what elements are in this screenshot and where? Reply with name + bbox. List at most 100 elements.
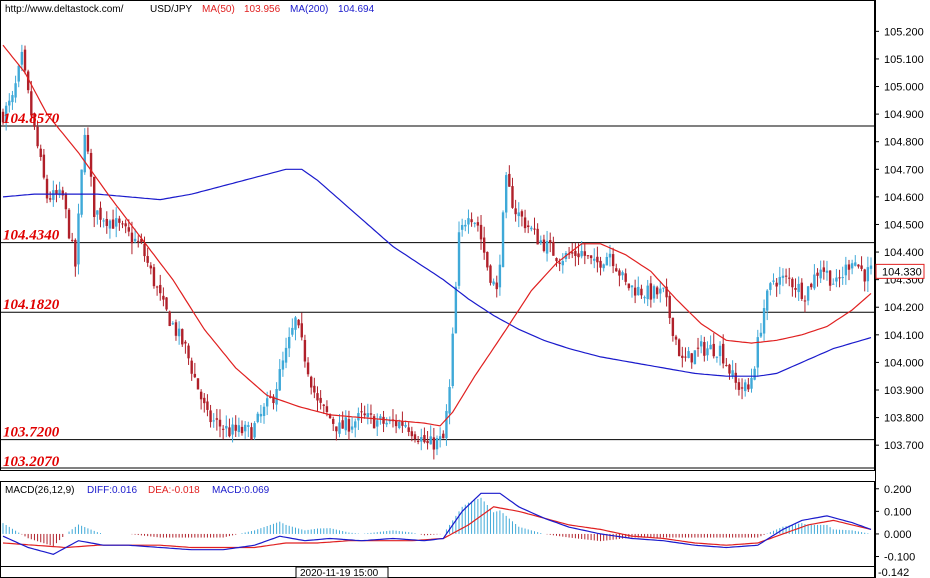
macd-title: MACD(26,12,9) <box>5 485 74 496</box>
candle-body <box>121 223 124 225</box>
candle-body <box>240 426 244 434</box>
candle-body <box>674 336 678 340</box>
candle-body <box>586 255 590 257</box>
candle-body <box>168 311 171 327</box>
candle-body <box>410 431 414 437</box>
current-price-label: 104.330 <box>882 266 922 278</box>
candle-body <box>457 232 461 286</box>
candle-body <box>511 186 514 208</box>
candle-body <box>30 91 33 116</box>
candle-body <box>281 360 285 370</box>
candle-body <box>486 251 489 268</box>
candle-body <box>806 286 810 301</box>
candle-body <box>58 189 61 196</box>
time-label-box <box>295 566 389 578</box>
candle-body <box>259 413 263 417</box>
candle-body <box>328 414 332 419</box>
candle-body <box>721 343 725 364</box>
candle-body <box>376 420 379 427</box>
candle-body <box>256 413 259 422</box>
candle-body <box>221 428 225 430</box>
candle-body <box>70 239 74 241</box>
candle-body <box>316 393 319 401</box>
candle-body <box>225 425 228 429</box>
candle-body <box>725 365 728 367</box>
candle-body <box>369 413 373 415</box>
candle-body <box>596 256 599 263</box>
candle-body <box>146 256 149 263</box>
candle-body <box>536 228 539 245</box>
candle-body <box>451 333 454 386</box>
price-axis-ticks: 105.200 105.100 105.000 104.900 104.800 104.7… <box>875 26 924 452</box>
candle-body <box>712 343 715 357</box>
candle-body <box>841 277 844 279</box>
candle-body <box>731 370 734 377</box>
candle-body <box>822 267 826 272</box>
candle-body <box>766 290 769 311</box>
candle-body <box>467 218 470 225</box>
current-price-tag <box>875 263 925 279</box>
candle-body <box>448 386 451 414</box>
price-tick-label: 105.200 <box>884 26 924 38</box>
candle-body <box>482 237 486 253</box>
candle-body <box>275 388 278 405</box>
candle-body <box>753 368 756 380</box>
candle-body <box>108 220 112 229</box>
candle-body <box>187 345 190 359</box>
candle-body <box>215 418 219 420</box>
candle-body <box>322 404 325 406</box>
candle-body <box>847 264 851 270</box>
candle-body <box>250 427 253 440</box>
candle-body <box>800 282 804 299</box>
candle-body <box>4 105 8 123</box>
candle-body <box>379 416 382 419</box>
candle-body <box>869 265 873 269</box>
candle-body <box>857 264 860 267</box>
candle-body <box>630 285 634 288</box>
candle-body <box>744 382 747 392</box>
level-label: 104.8570 <box>3 111 60 127</box>
candle-body <box>769 283 772 290</box>
macd-axis-ticks: 0.200 0.100 0.000 -0.100 <box>875 484 915 564</box>
candle-body <box>577 253 580 258</box>
candle-body <box>118 218 121 223</box>
url-label: http://www.deltastock.com/ <box>5 4 124 15</box>
candle-body <box>762 308 766 334</box>
candle-body <box>203 397 206 404</box>
candle-body <box>555 258 558 262</box>
candle-body <box>844 264 848 276</box>
candle-body <box>445 410 448 439</box>
price-tick-label: 104.100 <box>884 330 924 342</box>
candle-body <box>394 420 398 427</box>
candle-body <box>124 223 127 227</box>
candle-body <box>476 222 480 226</box>
price-tick-label: 104.400 <box>884 247 924 259</box>
candle-body <box>247 425 250 427</box>
candle-body <box>709 344 712 350</box>
candle-body <box>426 440 429 444</box>
candle-body <box>677 339 681 357</box>
candle-body <box>291 327 294 335</box>
candle-body <box>39 148 42 158</box>
candle-body <box>495 282 498 290</box>
candle-body <box>20 51 24 65</box>
candle-body <box>637 286 640 296</box>
price-tick-label: 103.800 <box>884 413 924 425</box>
candle-body <box>363 413 366 416</box>
candle-body <box>196 378 200 390</box>
candle-body <box>574 250 577 256</box>
price-tick-label: 104.700 <box>884 164 924 176</box>
candle-body <box>8 100 11 106</box>
candle-body <box>593 258 596 261</box>
symbol-label: USD/JPY <box>150 4 193 15</box>
candle-body <box>303 339 307 362</box>
macd-value-label: MACD:0.069 <box>212 485 270 496</box>
candle-body <box>810 283 813 288</box>
candle-body <box>527 225 530 228</box>
candle-body <box>649 283 653 300</box>
candle-body <box>599 260 602 268</box>
candle-body <box>759 332 763 337</box>
candle-body <box>580 250 583 257</box>
